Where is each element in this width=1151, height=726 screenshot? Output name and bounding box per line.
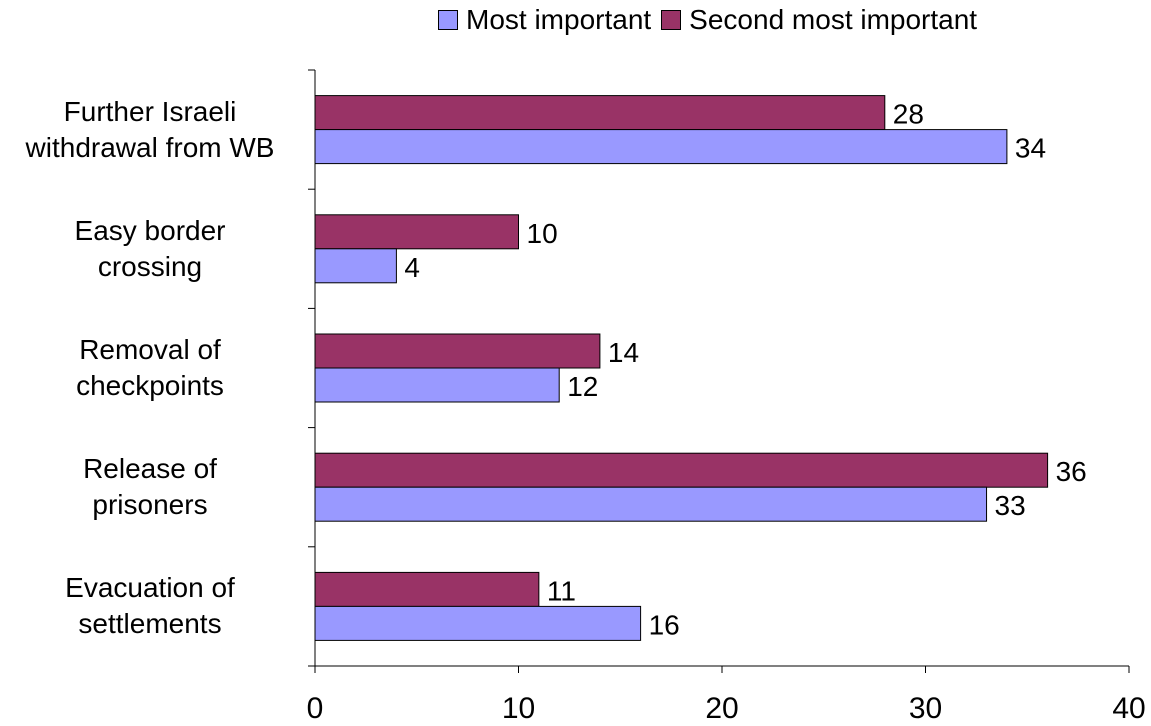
bar-most-important [314,129,1008,165]
x-tick-label: 30 [909,692,942,725]
bar-most-important [314,367,560,403]
legend-item-most-important: Most important [438,4,651,36]
data-label: 4 [404,252,420,283]
category-label-line: Evacuation of [65,572,235,604]
x-tick-label: 10 [502,692,535,725]
bar-second-most-important [314,333,601,369]
category-label: Further Israeli withdrawal from WB [0,94,300,166]
bar-most-important [314,605,642,641]
data-label: 33 [995,490,1026,521]
bar-second-most-important [314,214,519,250]
x-tick-label: 20 [705,692,738,725]
bar-second-most-important [314,571,540,607]
data-label: 14 [608,337,639,368]
legend-label-most-important: Most important [466,4,652,35]
category-label-line: withdrawal from WB [25,131,275,163]
category-label: Evacuation of settlements [0,570,300,642]
category-label-line: Release of [83,453,217,485]
category-label-line: prisoners [92,489,208,521]
category-label-line: Removal of [79,334,221,365]
category-label-line: crossing [97,250,203,282]
legend: Most important Second most important [438,4,987,36]
data-label: 11 [547,575,576,606]
category-label-line: checkpoints [76,370,224,401]
x-tick-label: 0 [307,692,324,725]
bar-most-important [314,486,988,522]
legend-swatch-most-important [438,10,458,30]
data-label: 12 [567,371,598,402]
x-tick-label: 40 [1112,692,1145,725]
legend-swatch-second-most-important [661,10,682,30]
category-label-line: settlements [78,608,222,640]
data-label: 10 [527,218,558,249]
bar-most-important [314,248,397,284]
data-label: 34 [1015,133,1046,164]
category-label-line: Further Israeli [63,95,237,127]
category-label-line: Easy border [74,214,226,246]
data-label: 36 [1056,456,1087,487]
category-label: Release of prisoners [0,451,300,523]
data-label: 28 [893,99,924,130]
bar-second-most-important [314,452,1049,488]
bar-second-most-important [314,95,886,131]
category-label: Easy border crossing [0,213,300,285]
legend-item-second-most-important: Second most important [661,4,977,36]
legend-label-second-most-important: Second most important [689,4,978,35]
category-label: Removal of checkpoints [0,332,300,404]
data-label: 16 [649,609,680,640]
